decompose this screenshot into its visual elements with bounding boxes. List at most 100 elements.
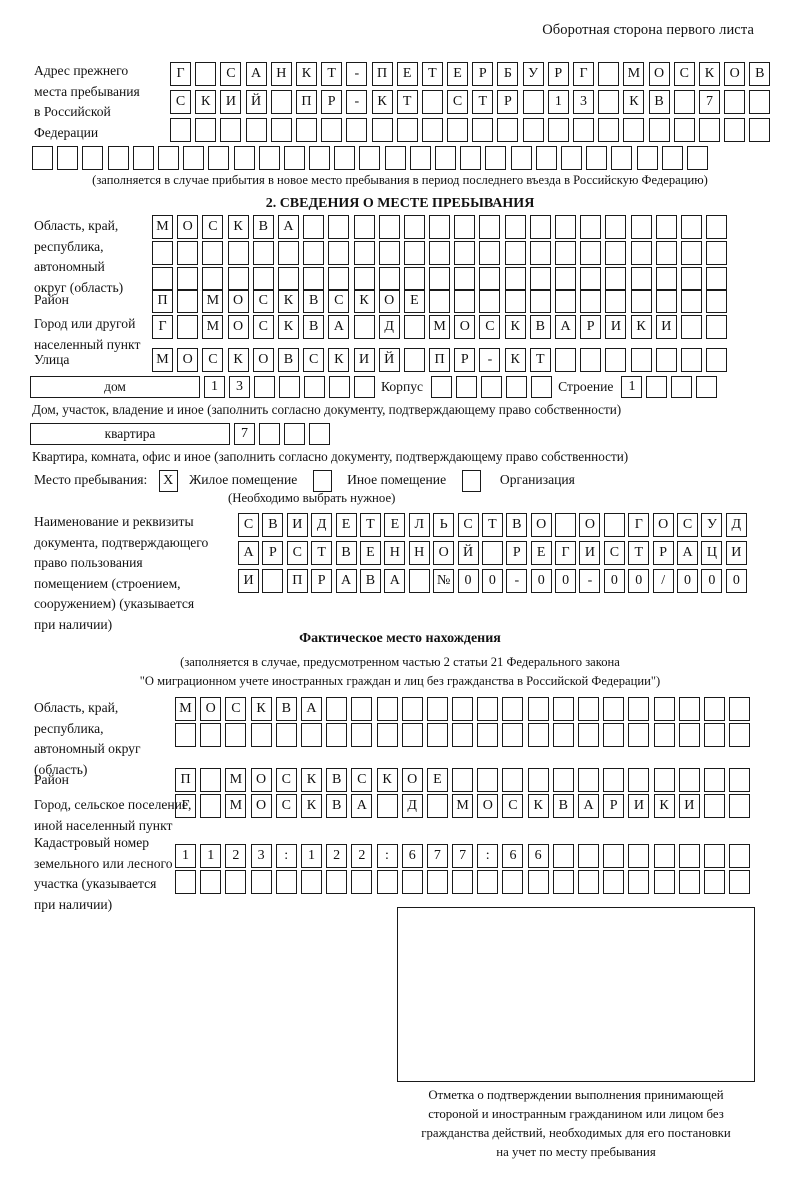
- char-cell[interactable]: [351, 870, 373, 894]
- char-cell[interactable]: 0: [457, 569, 479, 593]
- char-cell[interactable]: [408, 569, 430, 593]
- char-cell[interactable]: [401, 723, 423, 747]
- char-cell[interactable]: [252, 267, 274, 291]
- char-cell[interactable]: [177, 289, 199, 313]
- char-cell[interactable]: [729, 723, 751, 747]
- char-cell[interactable]: [250, 723, 272, 747]
- char-cell[interactable]: С: [225, 697, 247, 721]
- char-cell[interactable]: [502, 723, 524, 747]
- char-cell[interactable]: [371, 118, 393, 142]
- char-cell[interactable]: [653, 870, 675, 894]
- char-cell[interactable]: М: [202, 315, 224, 339]
- checkbox-organization[interactable]: [461, 470, 481, 492]
- char-cell[interactable]: [481, 376, 503, 398]
- char-cell[interactable]: [555, 289, 576, 313]
- char-cell[interactable]: [328, 241, 350, 265]
- char-cell[interactable]: [429, 267, 451, 291]
- char-cell[interactable]: О: [648, 62, 670, 86]
- cadastral-row-2[interactable]: [175, 870, 754, 894]
- char-cell[interactable]: 0: [481, 569, 503, 593]
- korpus-cells[interactable]: [427, 376, 553, 398]
- char-cell[interactable]: [653, 768, 675, 792]
- char-cell[interactable]: 1: [175, 844, 196, 868]
- char-cell[interactable]: [535, 146, 557, 170]
- char-cell[interactable]: [429, 241, 451, 265]
- char-cell[interactable]: [552, 844, 574, 868]
- char-cell[interactable]: [703, 794, 725, 818]
- char-cell[interactable]: М: [225, 768, 247, 792]
- section2-flat-row[interactable]: квартира 7: [30, 423, 330, 445]
- char-cell[interactable]: С: [673, 62, 695, 86]
- char-cell[interactable]: [351, 723, 373, 747]
- char-cell[interactable]: [506, 376, 528, 398]
- char-cell[interactable]: [724, 90, 746, 114]
- char-cell[interactable]: [472, 118, 494, 142]
- char-cell[interactable]: 1: [204, 376, 225, 398]
- char-cell[interactable]: [227, 267, 249, 291]
- document-row-3[interactable]: И П Р А В А № 0 0-0 0-0 0/0 0 0: [238, 569, 750, 593]
- char-cell[interactable]: П: [175, 768, 196, 792]
- char-cell[interactable]: [696, 376, 718, 398]
- char-cell[interactable]: [200, 794, 222, 818]
- char-cell[interactable]: [703, 768, 725, 792]
- char-cell[interactable]: [177, 315, 199, 339]
- char-cell[interactable]: Р: [497, 90, 519, 114]
- char-cell[interactable]: Г: [555, 541, 577, 565]
- char-cell[interactable]: [107, 146, 129, 170]
- char-cell[interactable]: Ц: [701, 541, 723, 565]
- char-cell[interactable]: [580, 289, 602, 313]
- char-cell[interactable]: [655, 348, 677, 372]
- char-cell[interactable]: [646, 376, 668, 398]
- char-cell[interactable]: [456, 376, 478, 398]
- char-cell[interactable]: [578, 697, 599, 721]
- char-cell[interactable]: В: [529, 315, 551, 339]
- char-cell[interactable]: Д: [311, 513, 333, 537]
- char-cell[interactable]: В: [326, 768, 348, 792]
- char-cell[interactable]: [376, 794, 398, 818]
- char-cell[interactable]: [605, 289, 627, 313]
- char-cell[interactable]: [630, 348, 652, 372]
- char-cell[interactable]: [270, 118, 292, 142]
- prev-address-row-4[interactable]: [32, 146, 712, 170]
- char-cell[interactable]: [452, 768, 474, 792]
- char-cell[interactable]: [252, 241, 274, 265]
- char-cell[interactable]: [303, 215, 325, 239]
- char-cell[interactable]: Р: [262, 541, 284, 565]
- char-cell[interactable]: Й: [457, 541, 479, 565]
- char-cell[interactable]: [605, 241, 627, 265]
- char-cell[interactable]: В: [552, 794, 574, 818]
- char-cell[interactable]: [454, 215, 476, 239]
- char-cell[interactable]: [504, 241, 526, 265]
- char-cell[interactable]: В: [326, 794, 348, 818]
- char-cell[interactable]: [698, 118, 720, 142]
- char-cell[interactable]: [580, 267, 602, 291]
- char-cell[interactable]: [630, 267, 652, 291]
- checkbox-other-premises[interactable]: [312, 470, 332, 492]
- char-cell[interactable]: [328, 215, 350, 239]
- char-cell[interactable]: [452, 870, 474, 894]
- char-cell[interactable]: [351, 697, 373, 721]
- char-cell[interactable]: [447, 118, 469, 142]
- char-cell[interactable]: [578, 768, 599, 792]
- char-cell[interactable]: [703, 870, 725, 894]
- char-cell[interactable]: Е: [359, 541, 381, 565]
- char-cell[interactable]: А: [277, 215, 299, 239]
- char-cell[interactable]: В: [506, 513, 528, 537]
- char-cell[interactable]: [421, 90, 443, 114]
- char-cell[interactable]: [580, 215, 602, 239]
- char-cell[interactable]: [303, 241, 325, 265]
- char-cell[interactable]: [279, 376, 300, 398]
- char-cell[interactable]: А: [578, 794, 599, 818]
- section2-region-row-3[interactable]: [152, 267, 731, 291]
- char-cell[interactable]: [630, 241, 652, 265]
- char-cell[interactable]: О: [227, 289, 249, 313]
- char-cell[interactable]: 2: [225, 844, 247, 868]
- char-cell[interactable]: [603, 768, 625, 792]
- char-cell[interactable]: [628, 844, 650, 868]
- char-cell[interactable]: 3: [250, 844, 272, 868]
- char-cell[interactable]: [653, 697, 675, 721]
